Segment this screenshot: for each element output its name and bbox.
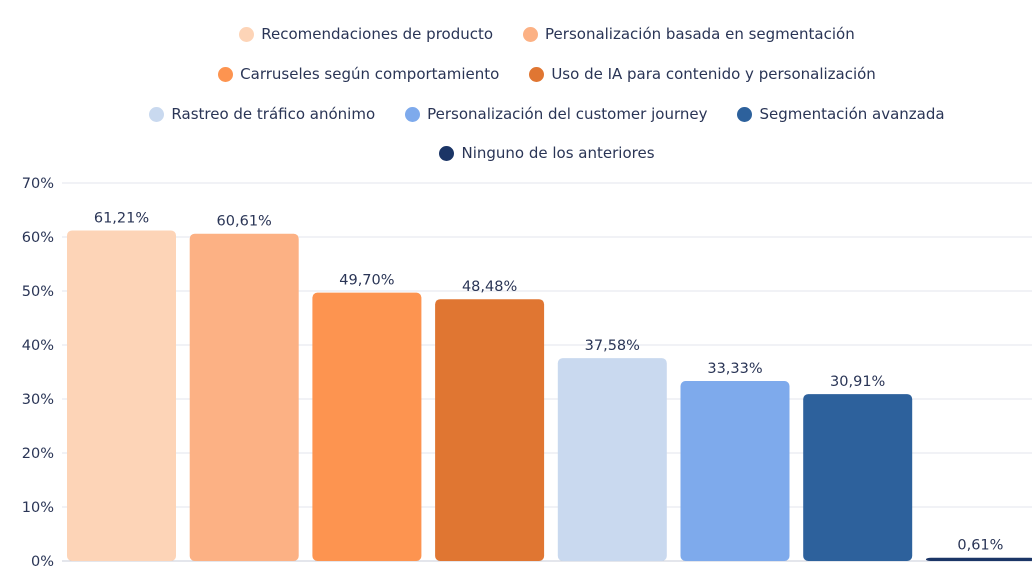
bar	[312, 292, 422, 561]
legend-label: Ninguno de los anteriores	[461, 144, 655, 162]
data-label: 0,61%	[957, 538, 1003, 554]
legend-swatch	[149, 106, 165, 122]
data-label: 30,91%	[830, 374, 885, 390]
legend-item[interactable]: Personalización del customer journey	[405, 104, 707, 124]
legend-label: Segmentación avanzada	[759, 105, 945, 123]
legend-item[interactable]: Segmentación avanzada	[737, 104, 945, 124]
y-tick-label: 30%	[22, 392, 54, 408]
legend-label: Personalización del customer journey	[427, 105, 708, 123]
data-label: 33,33%	[707, 361, 762, 377]
legend-item[interactable]: Uso de IA para contenido y personalizaci…	[529, 64, 876, 84]
legend-item[interactable]: Rastreo de tráfico anónimo	[149, 104, 375, 124]
legend-swatch	[523, 26, 539, 42]
legend-swatch	[218, 66, 234, 82]
legend-swatch	[529, 66, 545, 82]
data-label: 60,61%	[217, 214, 272, 230]
legend-label: Personalización basada en segmentación	[545, 25, 855, 43]
y-tick-label: 50%	[22, 284, 54, 300]
legend-swatch	[239, 26, 255, 42]
legend-swatch	[405, 106, 421, 122]
legend-item[interactable]: Carruseles según comportamiento	[218, 64, 499, 84]
y-tick-label: 10%	[22, 500, 54, 516]
legend-row: Recomendaciones de producto Personalizaci…	[0, 24, 1032, 44]
legend-label: Carruseles según comportamiento	[240, 65, 500, 83]
bar	[67, 230, 176, 561]
legend-swatch	[439, 145, 455, 161]
data-label: 61,21%	[94, 210, 149, 226]
data-label: 49,70%	[339, 273, 394, 289]
y-tick-label: 70%	[22, 176, 54, 192]
data-label: 48,48%	[462, 279, 517, 295]
bar	[435, 299, 545, 561]
y-tick-label: 40%	[22, 338, 54, 354]
legend-swatch	[737, 106, 753, 122]
y-tick-label: 60%	[22, 230, 54, 246]
legend-label: Rastreo de tráfico anónimo	[171, 105, 376, 123]
bar	[803, 394, 913, 561]
legend-item[interactable]: Ninguno de los anteriores	[439, 143, 655, 163]
bar	[680, 381, 790, 561]
legend-row: Carruseles según comportamiento Uso de IA…	[0, 64, 1032, 84]
legend-item[interactable]: Recomendaciones de producto	[239, 24, 493, 44]
legend-label: Uso de IA para contenido y personalizaci…	[551, 65, 876, 83]
legend-label: Recomendaciones de producto	[261, 25, 494, 43]
bar	[925, 557, 1032, 561]
legend-row: Rastreo de tráfico anónimo Personalizació…	[0, 104, 1032, 124]
bar	[557, 358, 667, 561]
y-tick-label: 0%	[31, 554, 54, 570]
legend-row: Ninguno de los anteriores	[0, 143, 1032, 163]
legend-item[interactable]: Personalización basada en segmentación	[523, 24, 855, 44]
data-label: 37,58%	[585, 338, 640, 354]
y-tick-label: 20%	[22, 446, 54, 462]
bar	[189, 233, 299, 561]
